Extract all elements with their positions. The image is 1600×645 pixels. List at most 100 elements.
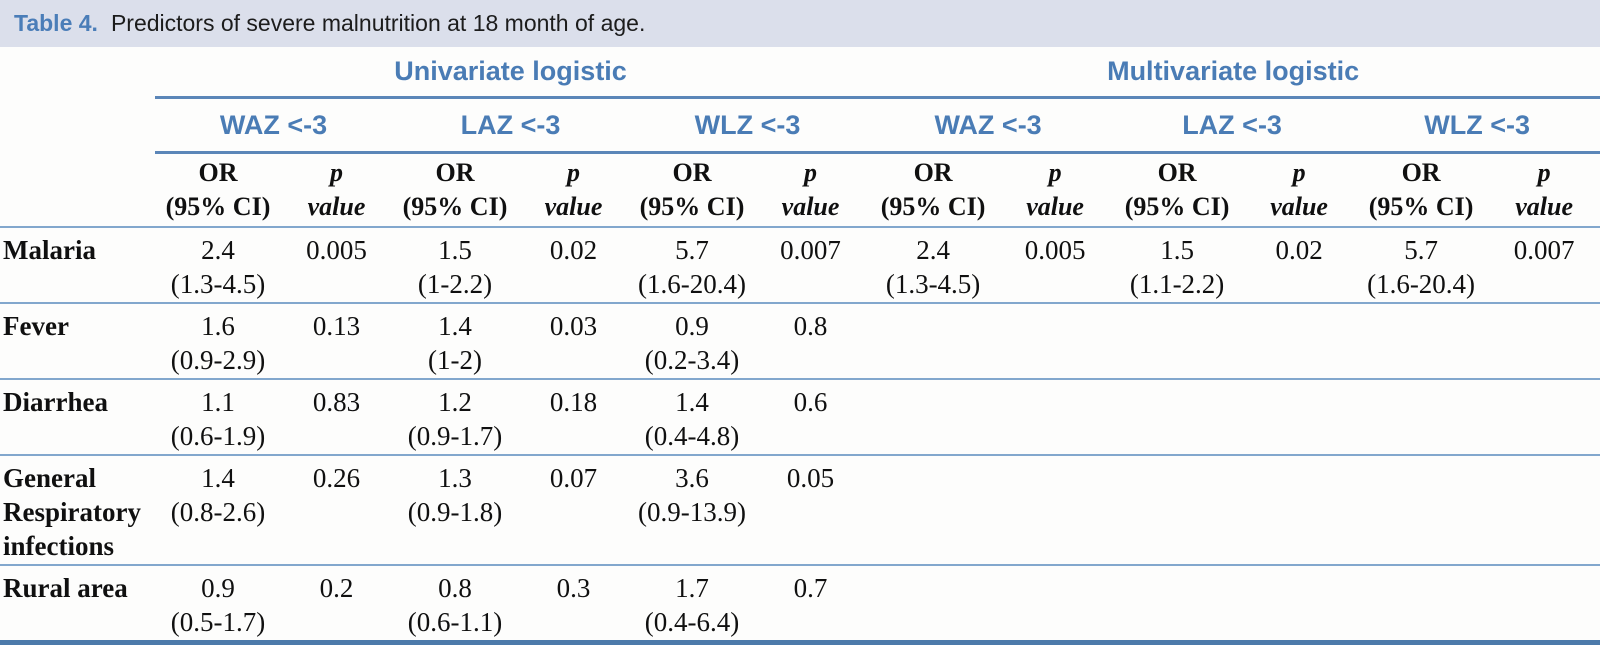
ci-value: (0.9-1.8): [407, 497, 503, 527]
or-ci-cell: 5.7 (1.6-20.4): [1354, 227, 1489, 304]
p-value-cell: 0.7: [793, 573, 828, 603]
or-value: 1.5: [1160, 235, 1194, 265]
colhead-or-ci: OR (95% CI): [392, 152, 518, 228]
p-value-cell: 0.13: [281, 303, 392, 380]
or-value: 1.5: [438, 235, 472, 265]
or-value: 2.4: [201, 235, 235, 265]
or-value: 0.9: [675, 311, 709, 341]
or-ci-cell: 1.7 (0.4-6.4): [629, 565, 755, 640]
ci-value: (0.2-3.4): [644, 345, 740, 375]
or-value: 1.2: [438, 387, 472, 417]
or-value: 0.8: [438, 573, 472, 603]
group-header-multivariate: Multivariate logistic: [866, 47, 1600, 99]
or-ci-cell: 1.3 (0.9-1.8): [392, 455, 518, 566]
p-value-cell: 0.07: [518, 455, 629, 566]
colhead-or-ci: OR (95% CI): [155, 152, 281, 228]
ci-value: (0.9-2.9): [170, 345, 266, 375]
row-label: Malaria: [0, 227, 155, 304]
ci-label: (95% CI): [1368, 192, 1474, 221]
table-row: Rural area 0.9 (0.5-1.7) 0.2 0.8 (0.6-1.1) 0.3…: [0, 565, 1600, 640]
p-label: p: [1537, 158, 1551, 187]
p-value-cell: [1488, 455, 1600, 566]
subgroup-univariate-wlz: WLZ <-3: [629, 97, 867, 154]
ci-value: (0.9-1.7): [407, 421, 503, 451]
p-value-cell: 0.18: [518, 379, 629, 456]
or-value: 1.3: [438, 463, 472, 493]
colhead-p-value: p value: [1488, 152, 1600, 228]
p-value-cell: 0.03: [518, 303, 629, 380]
or-value: 3.6: [675, 463, 709, 493]
value-label: value: [781, 192, 840, 221]
value-label: value: [1515, 192, 1573, 221]
or-value: 1.1: [201, 387, 235, 417]
p-value-cell: [1488, 303, 1600, 380]
or-ci-cell: [866, 565, 1000, 640]
ci-value: (1.3-4.5): [885, 269, 981, 299]
or-ci-cell: [1110, 379, 1245, 456]
ci-value: (0.5-1.7): [170, 607, 266, 637]
or-ci-cell: [1354, 455, 1489, 566]
p-value-cell: 0.8: [755, 303, 867, 380]
ci-value: (0.4-4.8): [644, 421, 740, 451]
or-ci-cell: 0.8 (0.6-1.1): [392, 565, 518, 640]
p-value-cell: [1000, 379, 1111, 456]
p-value-cell: [1488, 379, 1600, 456]
or-ci-cell: 2.4 (1.3-4.5): [155, 227, 281, 304]
or-value: 1.4: [201, 463, 235, 493]
p-value-cell: 0.02: [1244, 227, 1355, 304]
ci-value: (1-2): [428, 345, 482, 375]
or-label: OR: [1157, 158, 1197, 187]
or-ci-cell: 1.4 (0.8-2.6): [155, 455, 281, 566]
subgroup-multivariate-wlz: WLZ <-3: [1354, 97, 1600, 154]
p-value-cell: 0.3: [556, 573, 591, 603]
table-container: Univariate logistic Multivariate logisti…: [0, 47, 1600, 645]
ci-value: (1.6-20.4): [638, 269, 746, 299]
or-value: 1.4: [675, 387, 709, 417]
colhead-p-value: p value: [1000, 152, 1111, 228]
or-value: 1.6: [201, 311, 235, 341]
subgroup-univariate-waz: WAZ <-3: [155, 97, 392, 154]
ci-value: (0.6-1.1): [407, 607, 503, 637]
or-label: OR: [672, 158, 712, 187]
or-ci-cell: [1110, 455, 1245, 566]
or-ci-cell: [1110, 565, 1244, 640]
colhead-p-value: p value: [281, 152, 392, 228]
p-label: p: [804, 158, 818, 187]
p-value-cell: [1488, 565, 1600, 640]
p-value-cell: [1244, 455, 1355, 566]
p-value-cell: 0.05: [755, 455, 867, 566]
table-row: General Respiratory infections 1.4 (0.8-2.…: [0, 455, 1600, 566]
or-ci-cell: 1.5 (1.1-2.2): [1110, 227, 1245, 304]
p-value-cell: 0.005: [281, 227, 392, 304]
or-ci-cell: 5.7 (1.6-20.4): [629, 227, 755, 304]
or-ci-cell: [1354, 303, 1489, 380]
ci-value: (1.1-2.2): [1129, 269, 1225, 299]
or-value: 5.7: [1404, 235, 1438, 265]
p-value-cell: [1244, 379, 1355, 456]
or-ci-cell: 1.4 (0.4-4.8): [629, 379, 755, 456]
or-value: 1.4: [438, 311, 472, 341]
p-value-cell: 0.2: [319, 573, 354, 603]
p-value-cell: 0.007: [1488, 227, 1600, 304]
or-ci-cell: 0.9 (0.5-1.7): [155, 565, 281, 640]
ci-label: (95% CI): [402, 192, 508, 221]
p-value-cell: 0.007: [755, 227, 867, 304]
or-ci-cell: [866, 379, 1001, 456]
row-label: Rural area: [3, 573, 128, 603]
table-caption: Table 4. Predictors of severe malnutriti…: [0, 0, 1600, 47]
row-label: Diarrhea: [0, 379, 155, 456]
group-header-row: Univariate logistic Multivariate logisti…: [0, 47, 1600, 99]
colhead-p-value: p value: [755, 152, 867, 228]
ci-value: (0.9-13.9): [638, 497, 746, 527]
value-label: value: [1026, 192, 1084, 221]
ci-label: (95% CI): [639, 192, 745, 221]
table-title-text: Predictors of severe malnutrition at 18 …: [110, 10, 646, 36]
ci-value: (1-2.2): [417, 269, 493, 299]
subgroup-multivariate-laz: LAZ <-3: [1110, 97, 1355, 154]
p-label: p: [1292, 158, 1306, 187]
ci-value: (1.3-4.5): [170, 269, 266, 299]
or-ci-cell: 1.5 (1-2.2): [392, 227, 518, 304]
or-ci-cell: [1354, 379, 1489, 456]
colhead-or-ci: OR (95% CI): [1354, 152, 1489, 228]
